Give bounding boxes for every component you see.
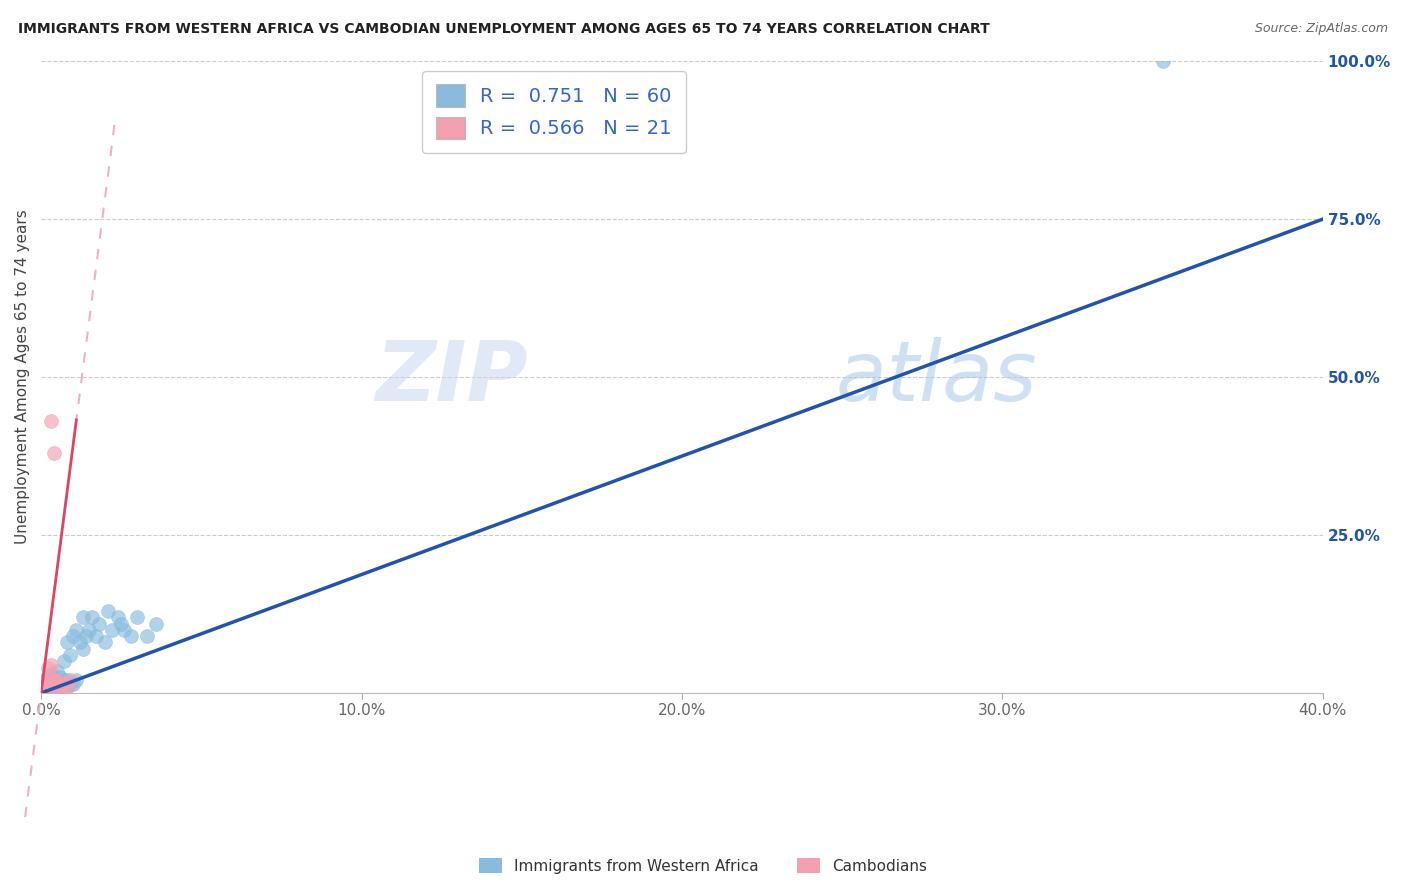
Point <box>38 680 60 694</box>
Text: Source: ZipAtlas.com: Source: ZipAtlas.com <box>1254 22 1388 36</box>
Point <box>120 629 142 643</box>
Point <box>72 641 94 656</box>
Point <box>34 682 56 697</box>
Point <box>42 678 65 692</box>
Point <box>35 682 58 697</box>
Point <box>31 680 53 694</box>
Point <box>46 682 69 697</box>
Point <box>59 676 82 690</box>
Point <box>37 681 59 695</box>
Point <box>49 670 72 684</box>
Legend: Immigrants from Western Africa, Cambodians: Immigrants from Western Africa, Cambodia… <box>472 852 934 880</box>
Point <box>112 623 135 637</box>
Point <box>39 680 62 694</box>
Point <box>42 676 65 690</box>
Point <box>46 680 69 694</box>
Point <box>100 623 122 637</box>
Point <box>34 676 56 690</box>
Point <box>46 680 69 694</box>
Point <box>39 657 62 672</box>
Point <box>46 673 69 688</box>
Point <box>77 623 100 637</box>
Point <box>37 678 59 692</box>
Point <box>55 635 77 649</box>
Point <box>94 635 117 649</box>
Point <box>34 680 56 694</box>
Point <box>49 681 72 695</box>
Point <box>55 673 77 688</box>
Point <box>39 673 62 688</box>
Point <box>52 655 75 669</box>
Point <box>84 629 107 643</box>
Point <box>127 610 149 624</box>
Point <box>59 648 82 662</box>
Point <box>72 610 94 624</box>
Point <box>62 629 84 643</box>
Point <box>42 446 65 460</box>
Point <box>37 670 59 684</box>
Point <box>35 682 58 697</box>
Y-axis label: Unemployment Among Ages 65 to 74 years: Unemployment Among Ages 65 to 74 years <box>15 210 30 544</box>
Point <box>34 673 56 688</box>
Text: IMMIGRANTS FROM WESTERN AFRICA VS CAMBODIAN UNEMPLOYMENT AMONG AGES 65 TO 74 YEA: IMMIGRANTS FROM WESTERN AFRICA VS CAMBOD… <box>18 22 990 37</box>
Text: ZIP: ZIP <box>375 336 529 417</box>
Point <box>37 676 59 690</box>
Point <box>55 680 77 694</box>
Point <box>39 414 62 428</box>
Point <box>39 676 62 690</box>
Point <box>65 673 87 688</box>
Point <box>82 610 104 624</box>
Point <box>42 674 65 689</box>
Point <box>39 680 62 694</box>
Point <box>46 676 69 690</box>
Point <box>107 610 129 624</box>
Point <box>42 673 65 688</box>
Point <box>37 661 59 675</box>
Point <box>49 676 72 690</box>
Point <box>69 635 91 649</box>
Point <box>46 664 69 678</box>
Point <box>97 604 120 618</box>
Point <box>31 680 53 694</box>
Point <box>52 676 75 690</box>
Point <box>52 673 75 688</box>
Point <box>39 667 62 681</box>
Point <box>37 681 59 695</box>
Legend: R =  0.751   N = 60, R =  0.566   N = 21: R = 0.751 N = 60, R = 0.566 N = 21 <box>422 70 686 153</box>
Point <box>52 680 75 694</box>
Text: atlas: atlas <box>835 336 1038 417</box>
Point <box>55 680 77 694</box>
Point <box>145 616 167 631</box>
Point <box>42 670 65 684</box>
Point <box>75 629 97 643</box>
Point <box>62 676 84 690</box>
Point <box>59 673 82 688</box>
Point <box>34 673 56 688</box>
Point <box>87 616 110 631</box>
Point <box>37 682 59 697</box>
Point <box>34 680 56 694</box>
Point <box>39 673 62 688</box>
Point <box>37 674 59 689</box>
Point <box>34 682 56 697</box>
Point <box>1152 54 1174 69</box>
Point <box>110 616 132 631</box>
Point <box>65 623 87 637</box>
Point <box>35 680 58 694</box>
Point <box>135 629 157 643</box>
Point <box>42 681 65 695</box>
Point <box>49 681 72 695</box>
Point <box>39 682 62 697</box>
